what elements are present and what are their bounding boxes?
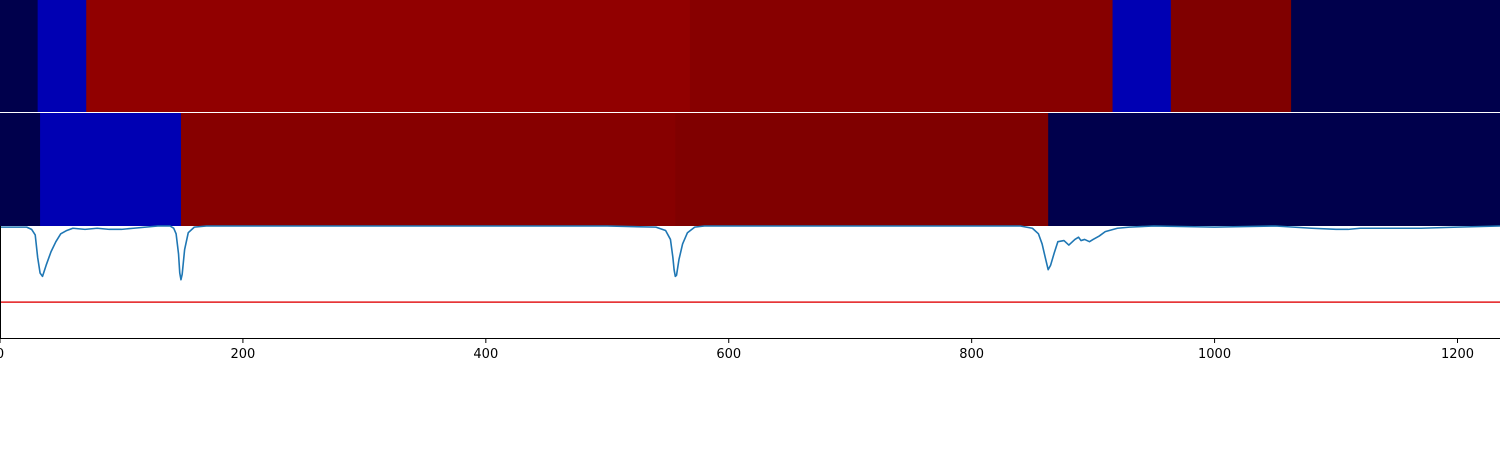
heatmap-top-segment-0 [0, 0, 39, 112]
line-plot-panel [0, 225, 1500, 338]
heatmap-strip-top [0, 0, 1500, 112]
heatmap-bottom-segment-0 [0, 113, 41, 226]
x-tick-label: 0 [0, 347, 4, 362]
heatmap-strip-bottom [0, 112, 1500, 226]
x-tick-label: 1200 [1441, 347, 1474, 362]
heatmap-bottom-segment-2 [180, 113, 676, 226]
heatmap-top-segment-6 [1291, 0, 1500, 112]
heatmap-top-segment-1 [37, 0, 87, 112]
heatmap-bottom-segment-1 [40, 113, 182, 226]
x-tick-label: 400 [473, 347, 498, 362]
x-tick-label: 600 [716, 347, 741, 362]
heatmap-top-segment-2 [86, 0, 691, 112]
line-plot-background [0, 226, 1500, 338]
heatmap-bottom-segment-3 [675, 113, 1049, 226]
heatmap-top-segment-4 [1112, 0, 1172, 112]
x-tick-label: 200 [231, 347, 256, 362]
x-tick-label: 1000 [1198, 347, 1231, 362]
heatmap-top-segment-5 [1170, 0, 1292, 112]
heatmap-bottom-segment-4 [1048, 113, 1500, 226]
strip-separator [0, 112, 1500, 113]
heatmap-top-segment-3 [689, 0, 1114, 112]
x-axis: 0 200 400 600 800 1000 1200 [0, 338, 1500, 362]
series-line-0 [0, 225, 1500, 281]
x-tick-label: 800 [959, 347, 984, 362]
